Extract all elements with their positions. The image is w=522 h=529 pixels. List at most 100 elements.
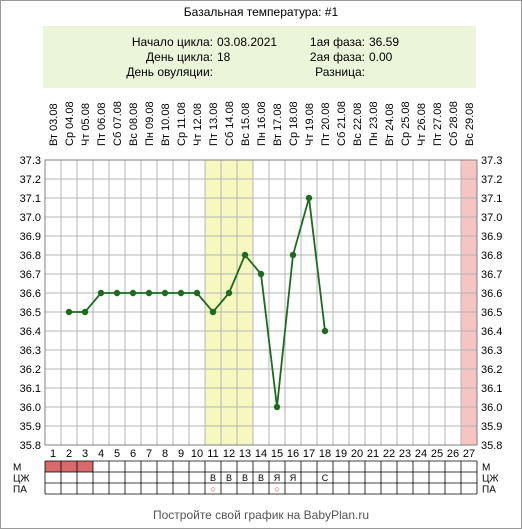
temperature-point <box>257 270 265 278</box>
date-label: Чт 19.08 <box>304 103 316 146</box>
footer-link[interactable]: Постройте свой график на BabyPlan.ru <box>152 508 370 522</box>
date-label: Чт 12.08 <box>192 103 204 146</box>
row-mark: ○ <box>274 484 279 494</box>
phase1-label: 1ая фаза: <box>309 35 365 49</box>
date-label: Сб 14.08 <box>224 101 236 146</box>
temperature-point <box>129 289 137 297</box>
row-mark: Я <box>290 473 297 483</box>
y-tick-label-left: 35.9 <box>20 421 41 433</box>
y-tick-label-right: 36.5 <box>481 307 502 319</box>
phase2-label: 2ая фаза: <box>309 50 365 64</box>
day-number: 3 <box>82 448 88 460</box>
day-number: 11 <box>207 448 218 460</box>
date-label: Ср 04.08 <box>64 101 76 146</box>
date-label: Сб 28.08 <box>448 101 460 146</box>
date-label: Ср 25.08 <box>400 101 412 146</box>
date-label: Пт 27.08 <box>432 102 444 146</box>
ovulation-day-label: День овуляции: <box>126 65 213 79</box>
temperature-point <box>273 403 281 411</box>
temperature-chart: 37.3 37.3 37.2 37.2 37.1 37.1 37.0 37.0 36.9 36.9… <box>13 101 502 496</box>
day-number: 14 <box>255 448 267 460</box>
temperature-point <box>209 308 217 316</box>
difference-label: Разница: <box>315 65 365 79</box>
day-number: 27 <box>463 448 475 460</box>
y-tick-label-right: 37.0 <box>481 212 502 224</box>
day-number: 13 <box>239 448 251 460</box>
temperature-point <box>161 289 169 297</box>
y-tick-label-left: 36.5 <box>20 307 41 319</box>
y-tick-label-left: 36.6 <box>20 288 41 300</box>
day-number: 17 <box>303 448 315 460</box>
temperature-point <box>289 251 297 259</box>
temperature-point <box>113 289 121 297</box>
date-label: Вс 22.08 <box>352 103 364 146</box>
y-tick-label-left: 36.9 <box>20 231 41 243</box>
date-label: Вт 03.08 <box>48 103 60 146</box>
y-tick-label-left: 36.4 <box>20 326 41 338</box>
plot-border <box>44 159 478 446</box>
y-tick-label-right: 36.6 <box>481 288 502 300</box>
date-label: Вт 17.08 <box>272 103 284 146</box>
temperature-point <box>177 289 185 297</box>
date-label: Пн 09.08 <box>144 101 156 146</box>
day-number: 2 <box>66 448 72 460</box>
day-number: 26 <box>447 448 459 460</box>
cycle-start-value: 03.08.2021 <box>217 35 278 49</box>
y-tick-label-left: 37.1 <box>20 193 41 205</box>
temperature-line <box>69 197 326 408</box>
date-label: Сб 07.08 <box>112 101 124 146</box>
day-number: 19 <box>335 448 347 460</box>
date-label: Пн 16.08 <box>256 101 268 146</box>
date-label: Пт 06.08 <box>96 102 108 146</box>
temperature-point <box>321 327 329 335</box>
day-number: 9 <box>178 448 184 460</box>
phase2-value: 0.00 <box>369 50 393 64</box>
temperature-point <box>97 289 105 297</box>
menstruation-cell <box>45 461 61 472</box>
menstruation-cell <box>77 461 93 472</box>
y-tick-label-right: 37.2 <box>481 174 502 186</box>
y-tick-label-right: 37.3 <box>481 155 502 167</box>
info-panel: Начало цикла: 03.08.2021 День цикла: 18 … <box>43 26 476 88</box>
y-tick-label-left: 36.8 <box>20 250 41 262</box>
y-tick-label-left: 37.0 <box>20 212 41 224</box>
row-mark: Я <box>274 473 281 483</box>
day-number: 8 <box>162 448 168 460</box>
day-number: 10 <box>191 448 203 460</box>
day-number: 25 <box>431 448 443 460</box>
row-mark: С <box>322 473 329 483</box>
y-tick-label-right: 37.1 <box>481 193 502 205</box>
day-number: 16 <box>287 448 299 460</box>
next-cycle-band <box>461 160 477 445</box>
y-tick-label-right: 36.9 <box>481 231 502 243</box>
row-mark: В <box>258 473 264 483</box>
day-number: 1 <box>50 448 56 460</box>
cycle-day-label: День цикла: <box>146 50 213 64</box>
row-mark: В <box>226 473 232 483</box>
day-number: 18 <box>319 448 331 460</box>
date-label: Пн 23.08 <box>368 101 380 146</box>
y-tick-label-right: 35.9 <box>481 421 502 433</box>
y-tick-label-left: 37.3 <box>20 155 41 167</box>
row-label-0: М <box>13 463 21 474</box>
temperature-point <box>225 289 233 297</box>
menstruation-cell <box>61 461 77 472</box>
temperature-point <box>81 308 89 316</box>
day-number: 4 <box>98 448 104 460</box>
date-label: Чт 05.08 <box>80 103 92 146</box>
y-tick-label-left: 37.2 <box>20 174 41 186</box>
date-label: Пт 20.08 <box>320 102 332 146</box>
fertile-band <box>205 160 253 445</box>
date-label: Вт 10.08 <box>160 103 172 146</box>
day-number: 15 <box>271 448 283 460</box>
day-number: 21 <box>367 448 379 460</box>
date-label: Сб 21.08 <box>336 101 348 146</box>
cycle-day-value: 18 <box>217 50 231 64</box>
y-tick-label-left: 36.7 <box>20 269 41 281</box>
row-mark: В <box>210 473 216 483</box>
day-number: 5 <box>114 448 120 460</box>
day-number: 7 <box>146 448 152 460</box>
temperature-point <box>145 289 153 297</box>
y-tick-label-right: 36.1 <box>481 383 502 395</box>
row-label-right-2: ПА <box>482 485 496 496</box>
